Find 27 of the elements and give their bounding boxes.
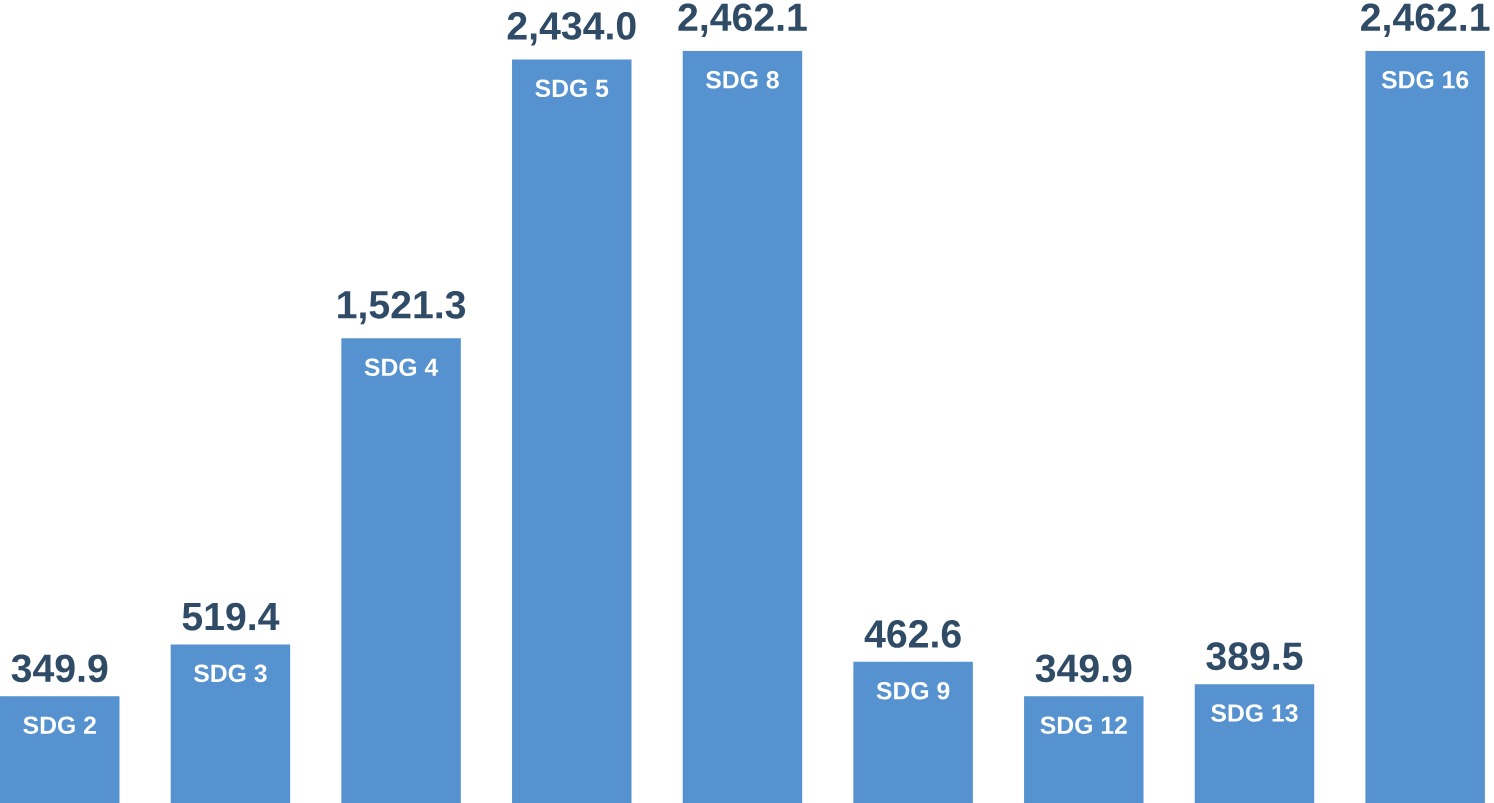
bar [170,644,291,803]
bar [341,338,461,803]
x-tick-label: SDG 2 [23,716,96,734]
data-label: 2,462.1 [1361,3,1490,37]
x-tick-label: SDG 16 [1381,70,1469,89]
data-label: 349.9 [11,654,108,683]
data-label: 1,521.3 [338,290,466,325]
bar [1365,50,1485,803]
bar [853,661,973,803]
data-label: 2,434.0 [507,11,636,46]
bar [512,59,632,803]
data-label: 519.4 [182,602,280,631]
data-label: 2,462.1 [678,3,807,37]
x-tick-label: SDG 9 [876,681,950,700]
x-tick-label: SDG 5 [535,79,609,98]
bar [1194,684,1315,803]
x-tick-label: SDG 13 [1211,704,1298,722]
bar [682,50,803,803]
data-label: 462.6 [864,620,961,648]
x-tick-label: SDG 12 [1040,716,1127,734]
x-tick-label: SDG 4 [364,358,439,376]
bar [0,696,120,803]
x-tick-label: SDG 8 [706,70,779,89]
x-tick-label: SDG 3 [193,664,267,683]
data-label: 349.9 [1035,654,1132,683]
data-label: 389.5 [1206,642,1303,671]
bar [1024,696,1144,803]
